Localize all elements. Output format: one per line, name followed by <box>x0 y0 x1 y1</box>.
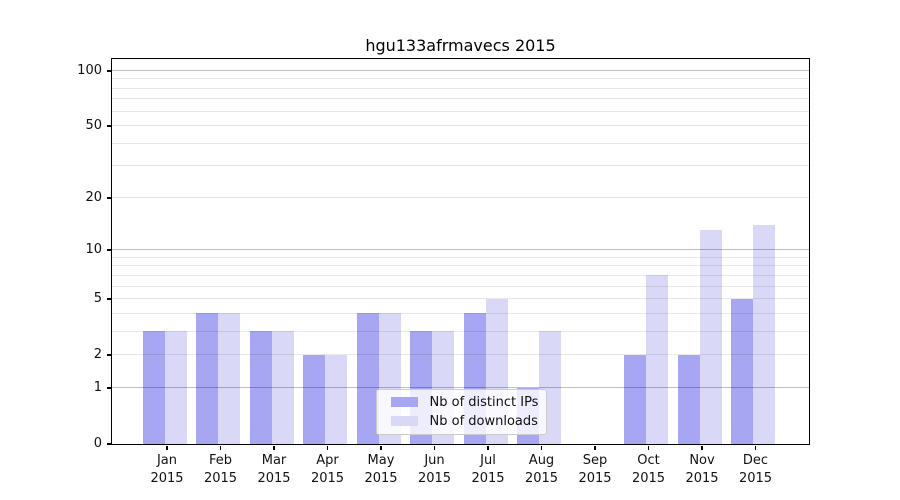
x-tick-label-line: 2015 <box>524 470 559 486</box>
x-tick-label-line: Aug <box>528 453 555 468</box>
x-tick-mark <box>326 445 329 450</box>
x-tick-label-line: Mar <box>261 453 287 468</box>
x-tick-label-jan-2015: Jan 2015 <box>132 452 202 487</box>
x-tick-mark <box>380 445 382 450</box>
x-tick-label-mar-2015: Mar 2015 <box>239 452 309 487</box>
bar-nb-of-downloads-apr-2015 <box>325 354 347 444</box>
x-tick-label-line: Feb <box>208 453 233 468</box>
x-tick-label-line: 2015 <box>310 470 345 486</box>
x-tick-label-line: 2015 <box>150 470 184 486</box>
bar-nb-of-downloads-dec-2015 <box>753 224 775 444</box>
plot-area: Nb of distinct IPs Nb of downloads <box>110 57 810 445</box>
bar-nb-of-downloads-feb-2015 <box>218 313 240 444</box>
x-tick-label-line: Jun <box>424 453 445 468</box>
y-tick-mark <box>106 249 111 251</box>
y-tick-mark <box>106 70 111 72</box>
bar-nb-of-downloads-jan-2015 <box>164 331 187 444</box>
gridline-40 <box>111 142 809 144</box>
bar-nb-of-distinct-ips-dec-2015 <box>731 298 753 444</box>
legend: Nb of distinct IPs Nb of downloads <box>375 388 547 435</box>
bar-nb-of-distinct-ips-may-2015 <box>356 313 379 444</box>
gridline-60 <box>111 110 809 112</box>
x-tick-mark <box>540 445 543 450</box>
x-tick-label-jul-2015: Jul 2015 <box>453 452 523 487</box>
x-tick-label-oct-2015: Oct 2015 <box>614 452 684 487</box>
x-tick-label-line: 2015 <box>685 470 719 486</box>
x-tick-label-line: Nov <box>689 453 715 468</box>
x-tick-label-line: 2015 <box>417 470 452 486</box>
gridline-80 <box>111 87 809 89</box>
x-tick-label-line: 2015 <box>578 470 612 486</box>
y-tick-mark <box>106 354 111 356</box>
bar-nb-of-downloads-mar-2015 <box>271 331 294 444</box>
y-tick-label: 100 <box>77 62 102 78</box>
y-tick-label: 1 <box>93 380 102 395</box>
x-tick-mark <box>433 445 436 450</box>
x-tick-label-apr-2015: Apr 2015 <box>293 452 363 487</box>
x-tick-mark <box>594 445 596 450</box>
legend-item: Nb of downloads <box>390 412 538 431</box>
y-tick-label: 0 <box>93 436 102 451</box>
x-tick-label-line: Dec <box>742 453 769 468</box>
x-tick-label-may-2015: May 2015 <box>346 452 416 487</box>
x-tick-mark <box>701 445 703 450</box>
y-tick-mark <box>106 298 111 300</box>
x-tick-label-line: Oct <box>637 453 660 468</box>
x-tick-label-feb-2015: Feb 2015 <box>186 452 256 487</box>
legend-swatch <box>390 416 418 426</box>
x-tick-label-line: 2015 <box>471 470 505 486</box>
legend-label: Nb of distinct IPs <box>429 394 539 410</box>
x-tick-label-line: 2015 <box>364 470 398 486</box>
x-tick-mark <box>166 445 168 450</box>
x-tick-label-line: May <box>367 453 395 468</box>
bar-nb-of-distinct-ips-oct-2015 <box>624 354 646 444</box>
x-tick-mark <box>647 445 650 450</box>
x-tick-label-line: Sep <box>582 453 608 468</box>
bar-nb-of-distinct-ips-nov-2015 <box>677 354 700 444</box>
legend-swatch <box>390 397 418 407</box>
x-tick-label-nov-2015: Nov 2015 <box>667 452 737 487</box>
gridline-50 <box>111 125 809 127</box>
gridline-30 <box>111 165 809 167</box>
y-tick-mark <box>106 197 111 199</box>
x-tick-label-line: 2015 <box>631 470 666 486</box>
x-tick-label-line: Jan <box>156 453 178 468</box>
gridline-70 <box>111 98 809 100</box>
legend-label: Nb of downloads <box>429 413 538 429</box>
x-tick-label-sep-2015: Sep 2015 <box>560 452 630 487</box>
bar-nb-of-distinct-ips-feb-2015 <box>196 313 218 444</box>
y-tick-mark <box>106 125 111 127</box>
x-tick-label-line: 2015 <box>257 470 291 486</box>
bar-nb-of-downloads-nov-2015 <box>699 230 722 444</box>
gridline-20 <box>111 196 809 198</box>
y-tick-mark <box>106 387 111 389</box>
x-tick-mark <box>754 445 757 450</box>
gridline-100 <box>111 69 809 71</box>
y-tick-mark <box>106 443 111 445</box>
gridline-90 <box>111 78 809 80</box>
bar-nb-of-distinct-ips-jan-2015 <box>142 331 165 444</box>
bar-nb-of-distinct-ips-apr-2015 <box>303 354 325 444</box>
x-tick-label-jun-2015: Jun 2015 <box>400 452 470 487</box>
y-tick-label: 5 <box>93 291 102 307</box>
x-tick-mark <box>487 445 489 450</box>
y-tick-label: 50 <box>85 118 102 134</box>
x-tick-mark <box>273 445 275 450</box>
legend-item: Nb of distinct IPs <box>390 393 539 412</box>
y-tick-label: 10 <box>85 242 102 258</box>
x-tick-label-line: Jul <box>480 453 496 468</box>
x-tick-label-aug-2015: Aug 2015 <box>507 452 577 487</box>
x-tick-label-line: Apr <box>316 453 339 468</box>
x-tick-label-line: 2015 <box>738 470 773 486</box>
chart-title: hgu133afrmavecs 2015 <box>365 36 556 55</box>
x-tick-mark <box>219 445 222 450</box>
bar-nb-of-distinct-ips-mar-2015 <box>249 331 272 444</box>
x-tick-label-line: 2015 <box>203 470 238 486</box>
y-tick-label: 20 <box>85 189 102 205</box>
y-tick-label: 2 <box>93 347 102 363</box>
bar-nb-of-downloads-oct-2015 <box>646 275 668 444</box>
x-tick-label-dec-2015: Dec 2015 <box>721 452 791 487</box>
